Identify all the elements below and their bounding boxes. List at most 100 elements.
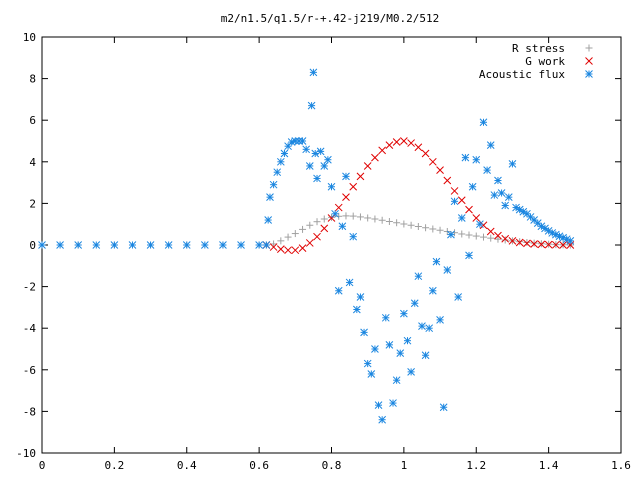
data-point — [335, 212, 343, 220]
data-point — [320, 224, 329, 233]
data-point — [367, 370, 376, 378]
data-point — [465, 205, 473, 214]
data-point — [200, 241, 209, 249]
x-tick-label: 1 — [401, 459, 408, 472]
data-point — [313, 174, 321, 183]
data-point — [313, 218, 321, 226]
legend-label: G work — [525, 55, 565, 68]
data-point — [407, 368, 415, 376]
data-point — [566, 236, 575, 245]
legend-label: Acoustic flux — [479, 68, 565, 81]
data-point — [516, 238, 524, 246]
x-tick-label: 1.2 — [466, 459, 486, 472]
data-point — [385, 217, 393, 225]
data-point — [486, 141, 495, 150]
chart-title: m2/n1.5/q1.5/r-+.42-j219/M0.2/512 — [221, 12, 440, 25]
data-point — [494, 235, 502, 243]
y-tick-label: -10 — [16, 447, 36, 460]
data-point — [356, 293, 365, 301]
y-tick-label: -8 — [23, 405, 36, 418]
data-point — [146, 241, 155, 249]
x-tick-label: 0.8 — [322, 459, 342, 472]
data-point — [110, 241, 119, 249]
data-point — [378, 415, 387, 424]
data-point — [280, 149, 289, 158]
data-point — [277, 237, 285, 245]
data-point — [421, 351, 430, 360]
data-point — [392, 376, 401, 385]
legend-marker — [585, 57, 593, 65]
data-point — [400, 137, 408, 145]
y-tick-label: -2 — [23, 281, 36, 294]
x-axis-ticks: 0 0.2 0.4 0.6 0.8 1 1.2 1.4 1.6 — [39, 37, 631, 472]
data-point — [454, 293, 463, 301]
data-point — [393, 219, 401, 227]
data-point — [392, 138, 401, 146]
data-point — [284, 142, 292, 151]
data-point — [414, 143, 423, 152]
data-point — [428, 157, 437, 166]
data-point — [457, 214, 466, 222]
legend-marker — [585, 44, 593, 52]
data-point — [284, 233, 292, 241]
data-point — [360, 328, 368, 337]
data-point — [364, 214, 372, 222]
data-point — [414, 272, 423, 281]
data-point — [476, 220, 484, 229]
data-point — [349, 212, 357, 220]
data-point — [537, 240, 546, 249]
data-point — [299, 225, 307, 233]
data-point — [92, 241, 101, 249]
series-r-stress — [38, 212, 574, 249]
data-point — [472, 232, 480, 240]
data-point — [381, 313, 390, 322]
data-point — [334, 203, 343, 212]
data-point — [219, 241, 227, 249]
data-point — [342, 172, 350, 181]
data-point — [320, 215, 328, 223]
data-point — [273, 168, 282, 177]
data-point — [276, 245, 285, 254]
data-point — [385, 340, 394, 349]
data-point — [371, 153, 379, 162]
data-point — [334, 286, 343, 295]
data-point — [284, 246, 292, 255]
data-point — [432, 257, 441, 266]
data-point — [371, 345, 379, 353]
data-point — [352, 305, 361, 314]
data-point — [56, 241, 64, 249]
data-point — [264, 216, 273, 224]
data-point — [349, 182, 358, 191]
data-point — [400, 309, 408, 318]
data-point — [298, 244, 307, 252]
data-point — [436, 226, 444, 234]
legend-marker — [585, 70, 593, 78]
data-point — [400, 220, 408, 228]
data-point — [316, 147, 325, 156]
data-point — [371, 215, 379, 223]
data-point — [414, 222, 422, 230]
x-tick-label: 1.6 — [611, 459, 631, 472]
y-tick-label: 0 — [29, 239, 36, 252]
y-tick-label: 10 — [23, 31, 36, 44]
data-point — [276, 157, 285, 166]
data-point — [530, 239, 538, 247]
data-point — [465, 251, 473, 260]
legend-label: R stress — [512, 42, 565, 55]
data-point — [237, 241, 245, 249]
y-tick-label: -4 — [23, 322, 37, 335]
plot-marks — [38, 68, 575, 424]
data-point — [422, 224, 430, 232]
data-point — [487, 234, 495, 242]
data-point — [421, 149, 430, 158]
data-point — [291, 246, 300, 255]
data-point — [530, 240, 539, 248]
data-point — [262, 241, 271, 249]
data-point — [291, 137, 300, 145]
y-axis-ticks: 10 8 6 4 2 0 -2 -4 -6 -8 -10 — [16, 31, 621, 460]
data-point — [501, 201, 510, 210]
data-point — [128, 241, 137, 249]
data-point — [468, 182, 477, 191]
